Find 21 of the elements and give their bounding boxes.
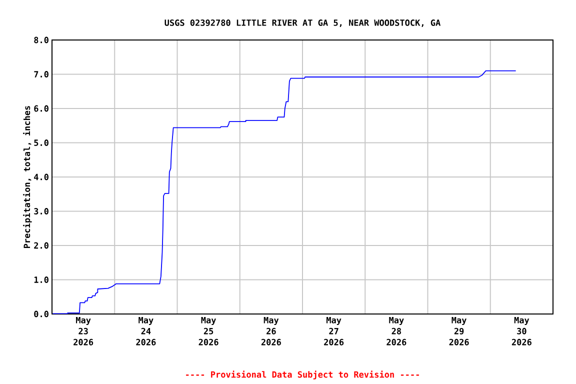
x-tick-label: May 24 2026 [136,317,156,346]
y-tick-label: 4.0 [34,174,48,180]
y-tick-label: 3.0 [34,208,48,214]
x-tick-label: May 30 2026 [512,317,532,346]
y-tick-label: 7.0 [34,71,48,78]
x-tick-label: May 26 2026 [261,317,281,346]
y-tick-label: 6.0 [34,105,48,112]
y-axis-title: Precipitation, total, inches [23,106,32,248]
text: ---- Provisional Data Subject to Revision ---- [186,370,419,380]
line-series [52,70,516,314]
x-tick-label: May 27 2026 [324,317,344,346]
chart-title: USGS 02392780 LITTLE RIVER AT GA 5, NEAR WOODSTOCK, GA [164,19,441,27]
x-tick-label: May 28 2026 [386,317,406,346]
x-tick-label: May 29 2026 [449,317,469,346]
y-tick-label: 2.0 [34,242,48,249]
y-tick-label: 5.0 [34,140,48,146]
y-tick-label: 8.0 [34,36,48,44]
y-tick-label: 1.0 [34,276,48,283]
x-tick-label: May 23 2026 [74,317,94,346]
y-tick-label: 0.0 [34,310,48,318]
x-tick-label: May 25 2026 [198,317,218,346]
